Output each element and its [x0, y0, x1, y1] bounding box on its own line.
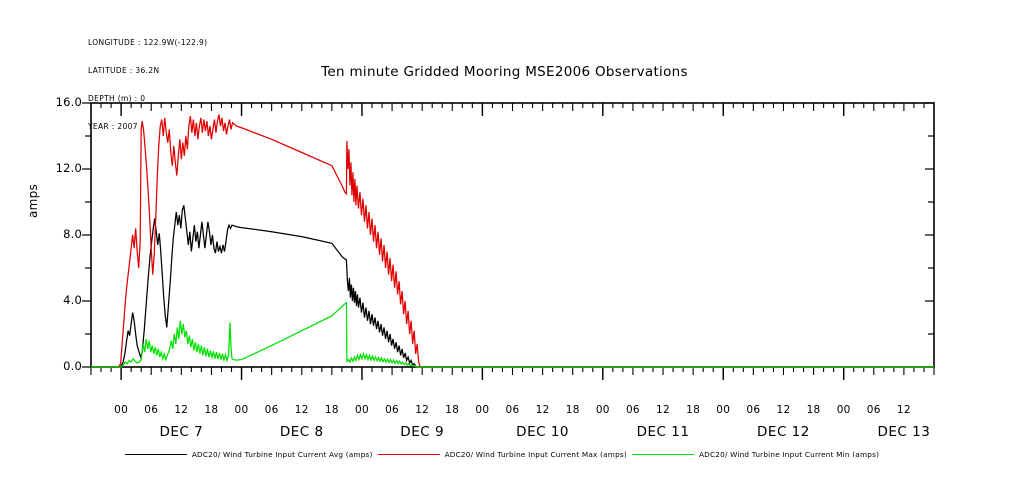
- x-axis-hour-tick: 06: [264, 404, 279, 416]
- x-axis-hour-tick: 00: [234, 404, 249, 416]
- x-axis-day-label-1: DEC 8: [279, 424, 324, 440]
- x-axis-hour-tick: 12: [174, 404, 189, 416]
- x-axis-hour-tick: 00: [836, 404, 851, 416]
- x-axis-hour-tick: 18: [806, 404, 821, 416]
- x-axis-hour-tick: 12: [415, 404, 430, 416]
- x-axis-hour-tick: 06: [144, 404, 159, 416]
- legend-item-max[interactable]: ADC20/ Wind Turbine Input Current Max (a…: [377, 450, 632, 459]
- plot-frame: [90, 102, 935, 368]
- x-axis-hour-tick: 06: [746, 404, 761, 416]
- legend-item-avg[interactable]: ADC20/ Wind Turbine Input Current Avg (a…: [124, 450, 378, 459]
- x-axis-day-label-6: DEC 13: [877, 424, 931, 440]
- legend-label-min: ADC20/ Wind Turbine Input Current Min (a…: [698, 450, 880, 459]
- x-axis-day-label-4: DEC 11: [636, 424, 690, 440]
- x-axis-hour-tick: 00: [595, 404, 610, 416]
- legend-label-avg: ADC20/ Wind Turbine Input Current Avg (a…: [191, 450, 373, 459]
- x-axis-hour-tick: 00: [716, 404, 731, 416]
- chart-title: Ten minute Gridded Mooring MSE2006 Obser…: [321, 64, 688, 80]
- x-axis-day-label-3: DEC 10: [516, 424, 569, 440]
- chart-legend: ADC20/ Wind Turbine Input Current Avg (a…: [0, 450, 1009, 459]
- metadata-depth: DEPTH (m) : 0: [88, 94, 146, 104]
- x-axis-hour-tick: 06: [866, 404, 881, 416]
- legend-swatch-max: [377, 454, 440, 455]
- x-axis-hour-tick: 18: [445, 404, 460, 416]
- x-axis-hour-tick: 12: [896, 404, 911, 416]
- metadata-latitude: LATITUDE : 36.2N: [88, 66, 160, 76]
- x-axis-hour-tick: 18: [686, 404, 701, 416]
- legend-label-max: ADC20/ Wind Turbine Input Current Max (a…: [444, 450, 627, 459]
- x-axis-hour-tick: 00: [354, 404, 369, 416]
- x-axis-hour-tick: 18: [324, 404, 339, 416]
- metadata-block: LONGITUDE : 122.9W(-122.9) LATITUDE : 36…: [88, 19, 207, 141]
- x-axis-hour-tick: 00: [114, 404, 129, 416]
- y-axis-tick-12.0: 12.0: [55, 161, 82, 175]
- y-axis-tick-labels: 0.0 4.0 8.0 12.0 16.0: [36, 0, 82, 504]
- x-axis-hour-tick: 12: [656, 404, 671, 416]
- x-axis-hour-tick: 06: [385, 404, 400, 416]
- y-axis-tick-0.0: 0.0: [63, 359, 82, 373]
- series-line-min: [91, 301, 934, 368]
- metadata-year: YEAR : 2007: [88, 122, 138, 132]
- series-line-max: [91, 114, 934, 368]
- x-axis-hour-tick: 18: [204, 404, 219, 416]
- x-axis-day-label-0: DEC 7: [159, 424, 204, 440]
- metadata-longitude: LONGITUDE : 122.9W(-122.9): [88, 37, 208, 47]
- x-axis-hour-tick: 18: [565, 404, 580, 416]
- x-axis-hour-tick: 06: [625, 404, 640, 416]
- x-axis-hour-tick: 06: [505, 404, 520, 416]
- x-axis-hour-tick: 00: [475, 404, 490, 416]
- series-line-avg: [91, 205, 934, 368]
- y-axis-tick-16.0: 16.0: [55, 95, 82, 109]
- legend-item-min[interactable]: ADC20/ Wind Turbine Input Current Min (a…: [631, 450, 884, 459]
- legend-swatch-avg: [124, 454, 187, 455]
- x-axis-day-label-2: DEC 9: [400, 424, 445, 440]
- legend-swatch-min: [631, 454, 694, 455]
- x-axis-hour-tick: 12: [776, 404, 791, 416]
- y-axis-tick-4.0: 4.0: [63, 293, 82, 307]
- y-axis-tick-8.0: 8.0: [63, 227, 82, 241]
- x-axis-hour-tick: 12: [535, 404, 550, 416]
- x-axis-day-label-5: DEC 12: [757, 424, 810, 440]
- x-axis-hour-tick: 12: [294, 404, 309, 416]
